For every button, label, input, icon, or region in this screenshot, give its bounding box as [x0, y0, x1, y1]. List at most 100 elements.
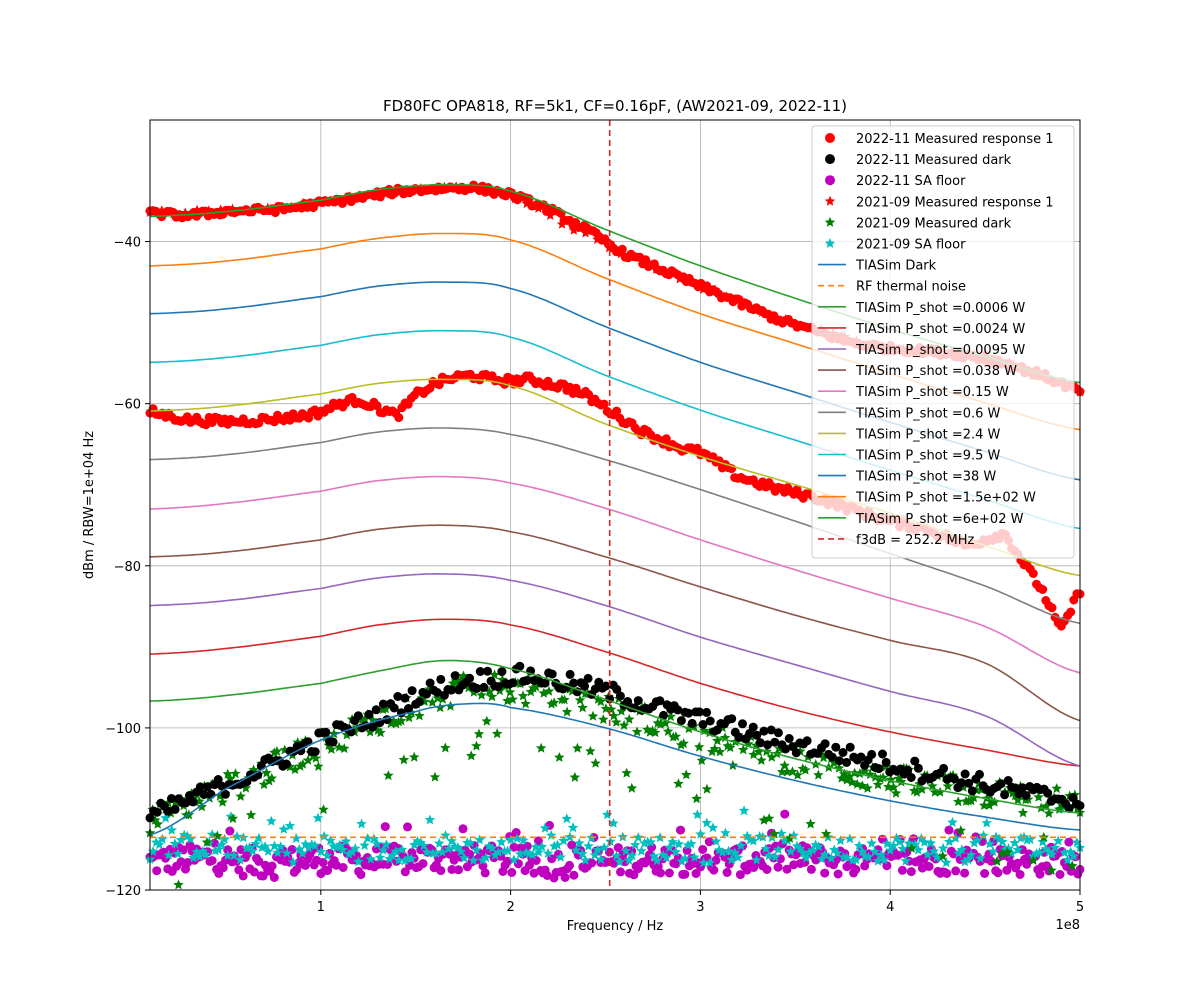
data-point	[150, 814, 161, 825]
data-point	[328, 737, 338, 747]
legend-label: TIASim P_shot =0.0095 W	[855, 343, 1025, 358]
data-point	[756, 755, 767, 765]
data-point	[269, 840, 280, 851]
data-point	[201, 836, 213, 847]
data-point	[430, 848, 442, 858]
data-point	[436, 674, 446, 684]
data-point	[247, 845, 258, 856]
data-point	[515, 661, 525, 671]
data-point	[804, 847, 815, 857]
data-point	[152, 807, 162, 817]
data-point	[569, 771, 581, 782]
data-point	[714, 746, 726, 757]
data-point	[763, 850, 775, 861]
data-point	[540, 678, 550, 688]
data-point	[624, 713, 635, 724]
data-point	[561, 813, 572, 824]
data-point	[698, 284, 709, 294]
legend-item: TIASim P_shot =38 W	[818, 470, 996, 485]
data-point	[565, 669, 575, 679]
data-point	[694, 707, 704, 717]
data-point	[709, 284, 721, 295]
data-point	[639, 837, 650, 848]
data-point	[272, 847, 283, 858]
data-point	[291, 833, 302, 843]
data-point	[679, 853, 691, 863]
data-point	[1028, 569, 1038, 578]
data-point	[773, 728, 783, 738]
data-point	[651, 264, 662, 274]
data-point	[937, 850, 948, 861]
data-point	[602, 809, 613, 820]
data-point	[533, 202, 544, 213]
data-point	[564, 831, 576, 842]
data-point	[888, 840, 899, 851]
data-point	[906, 867, 916, 877]
data-point	[673, 838, 684, 849]
data-point	[1000, 790, 1010, 800]
data-point	[213, 775, 223, 784]
data-point	[225, 826, 235, 836]
data-point	[315, 846, 327, 857]
legend-label: f3dB = 252.2 MHz	[856, 533, 975, 548]
data-point	[872, 855, 884, 866]
data-point	[188, 852, 199, 863]
data-point	[854, 768, 865, 779]
data-point	[960, 868, 970, 878]
data-point	[996, 779, 1006, 789]
data-point	[1066, 607, 1076, 617]
legend-marker	[824, 216, 836, 227]
data-point	[531, 856, 541, 865]
data-point	[475, 667, 485, 676]
data-point	[396, 844, 408, 855]
data-point	[297, 848, 308, 858]
data-point	[785, 846, 796, 856]
data-point	[617, 831, 628, 842]
data-point	[1068, 850, 1079, 861]
data-point	[738, 805, 750, 816]
data-point	[910, 756, 920, 766]
data-point	[384, 853, 395, 864]
data-point	[525, 860, 534, 870]
x-tick-label: 1	[317, 900, 325, 915]
data-point	[533, 846, 544, 857]
data-point	[476, 689, 487, 700]
legend-item: 2022-11 Measured response 1	[825, 132, 1054, 147]
data-point	[281, 847, 293, 858]
legend-item: TIASim P_shot =0.0024 W	[818, 322, 1025, 337]
x-axis-label: Frequency / Hz	[567, 919, 664, 934]
data-point	[466, 750, 477, 761]
data-point	[365, 726, 376, 737]
data-point	[721, 291, 733, 302]
data-point	[322, 850, 333, 861]
data-point	[481, 715, 492, 726]
data-point	[919, 836, 930, 847]
data-point	[780, 314, 791, 324]
data-point	[502, 856, 512, 866]
data-point	[612, 684, 622, 694]
data-point	[359, 840, 370, 850]
data-point	[784, 734, 794, 743]
data-point	[514, 848, 526, 859]
data-point	[338, 863, 348, 872]
data-point	[681, 769, 692, 780]
data-point	[649, 727, 661, 738]
data-point	[805, 818, 816, 829]
line-tiasim-p-shot-0-6-w	[149, 427, 1081, 625]
data-point	[422, 689, 431, 699]
data-point	[780, 809, 790, 819]
data-point	[1003, 776, 1013, 785]
data-point	[415, 183, 426, 193]
data-point	[965, 849, 977, 860]
data-point	[802, 736, 812, 746]
data-point	[565, 860, 574, 870]
data-point	[1038, 585, 1048, 594]
data-point	[286, 201, 297, 212]
data-point	[611, 716, 622, 727]
data-point	[569, 678, 579, 688]
data-point	[511, 833, 523, 843]
data-point	[842, 757, 852, 767]
data-point	[521, 198, 532, 209]
data-point	[163, 849, 174, 860]
data-point	[323, 866, 333, 875]
